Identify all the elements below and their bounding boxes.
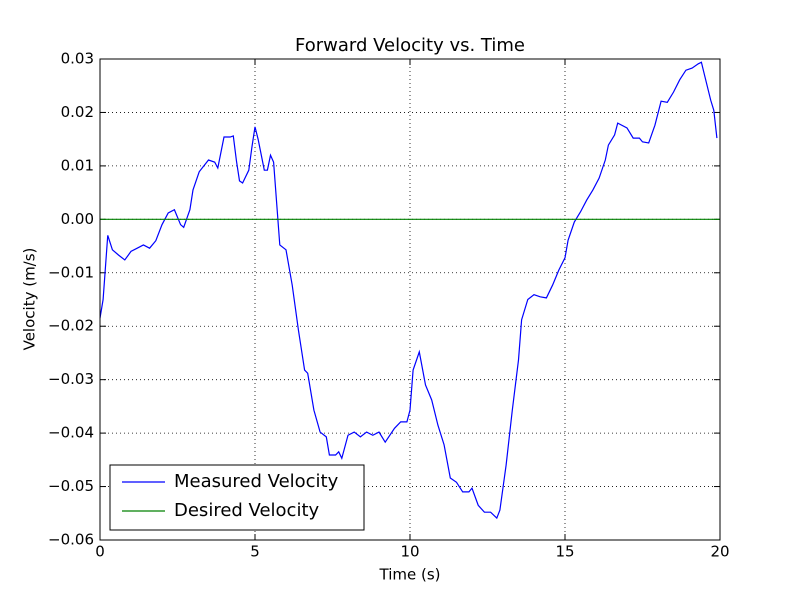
legend-label: Desired Velocity: [174, 500, 319, 521]
y-tick-label: 0.02: [61, 103, 94, 121]
x-axis-label: Time (s): [379, 566, 441, 584]
y-axis-label: Velocity (m/s): [21, 248, 39, 351]
y-tick-label: 0.01: [61, 156, 94, 174]
y-tick-label: −0.02: [48, 317, 94, 335]
data-line: [99, 61, 718, 520]
y-tick-label: 0.03: [61, 50, 94, 68]
y-tick-label: −0.03: [48, 370, 94, 388]
y-tick-label: −0.01: [48, 263, 94, 281]
x-tick-label: 20: [710, 543, 729, 561]
plot-frame: [99, 58, 721, 541]
x-tick-label: 5: [250, 543, 260, 561]
y-tick-label: −0.05: [48, 477, 94, 495]
y-tick-label: −0.04: [48, 424, 94, 442]
x-tick-label: 10: [400, 543, 419, 561]
chart-title: Forward Velocity vs. Time: [295, 35, 525, 56]
y-tick-label: 0.00: [61, 210, 94, 228]
legend-label: Measured Velocity: [174, 471, 339, 492]
legend-box: [109, 464, 365, 531]
x-tick-label: 15: [555, 543, 574, 561]
x-tick-label: 0: [95, 543, 105, 561]
y-tick-label: −0.06: [48, 531, 94, 549]
